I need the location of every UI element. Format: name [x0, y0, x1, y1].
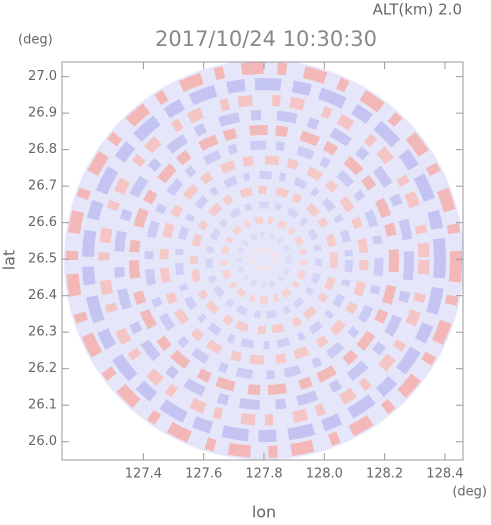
plot-frame — [61, 61, 464, 461]
y-tick-label: 26.7 — [28, 179, 57, 194]
x-tick-label: 128.4 — [426, 467, 463, 482]
x-tick-label: 127.4 — [125, 467, 162, 482]
y-tick-label: 26.0 — [28, 434, 57, 449]
radar-echo-field — [64, 62, 463, 460]
y-tick-label: 26.5 — [28, 252, 57, 267]
x-unit: (deg) — [452, 485, 487, 500]
y-axis-label: lat — [0, 250, 19, 271]
y-tick-label: 26.6 — [28, 215, 57, 230]
y-tick-label: 26.3 — [28, 325, 57, 340]
y-tick-label: 27.0 — [28, 69, 57, 84]
y-tick-label: 26.8 — [28, 142, 57, 157]
x-axis-label: lon — [252, 503, 276, 522]
y-tick-label: 26.1 — [28, 398, 57, 413]
x-tick-label: 127.8 — [245, 467, 282, 482]
x-tick-label: 128.2 — [366, 467, 403, 482]
altitude-label: ALT(km) 2.0 — [373, 1, 462, 19]
y-tick-label: 26.4 — [28, 288, 57, 303]
y-unit: (deg) — [18, 33, 53, 48]
y-tick-label: 26.9 — [28, 106, 57, 121]
x-tick-label: 128.0 — [306, 467, 343, 482]
x-tick-label: 127.6 — [185, 467, 222, 482]
chart-title: 2017/10/24 10:30:30 — [155, 27, 377, 51]
y-tick-label: 26.2 — [28, 361, 57, 376]
